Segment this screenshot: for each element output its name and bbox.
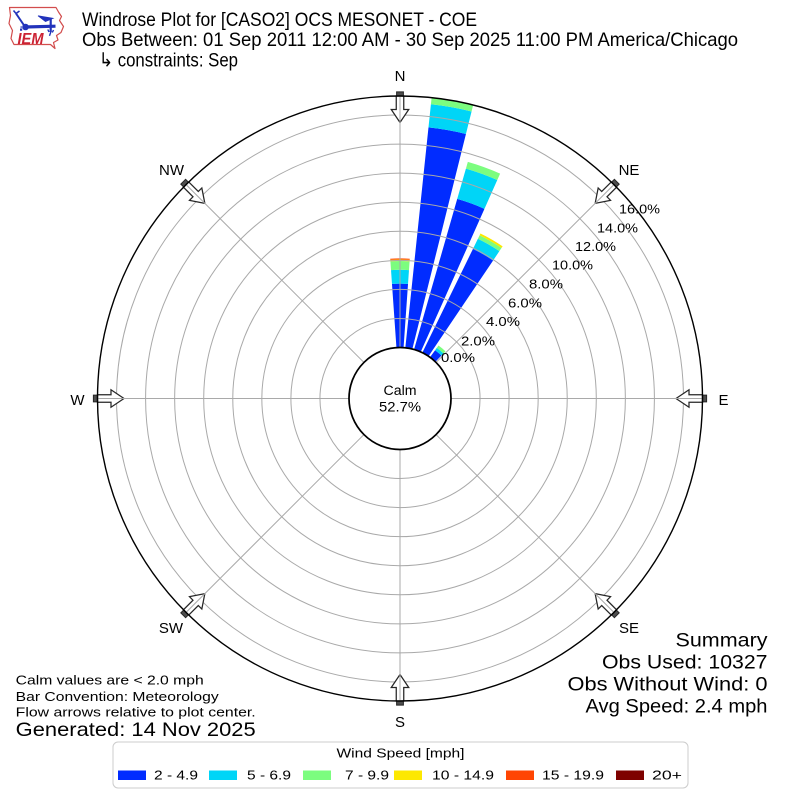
svg-text:Calm: Calm [384,383,417,398]
svg-text:Generated: 14 Nov 2025: Generated: 14 Nov 2025 [16,719,256,741]
svg-text:Calm values are < 2.0 mph: Calm values are < 2.0 mph [16,673,204,688]
svg-text:Summary: Summary [676,630,768,652]
svg-text:SE: SE [619,620,639,637]
svg-text:15 - 19.9: 15 - 19.9 [542,768,604,783]
svg-text:W: W [70,392,85,409]
svg-text:5 - 6.9: 5 - 6.9 [247,768,291,783]
svg-text:10.0%: 10.0% [552,258,593,273]
svg-text:Flow arrows relative to plot c: Flow arrows relative to plot center. [16,705,256,720]
svg-text:N: N [395,68,406,85]
svg-text:2.0%: 2.0% [461,334,495,349]
svg-text:20+: 20+ [652,768,682,783]
svg-text:6.0%: 6.0% [508,295,542,310]
svg-text:NE: NE [619,162,640,179]
svg-text:8.0%: 8.0% [529,277,563,292]
svg-text:NW: NW [159,162,185,179]
svg-text:12.0%: 12.0% [575,239,616,254]
svg-text:2 - 4.9: 2 - 4.9 [154,768,198,783]
svg-text:4.0%: 4.0% [486,314,520,329]
svg-text:0.0%: 0.0% [441,350,475,365]
svg-text:Bar Convention: Meteorology: Bar Convention: Meteorology [16,689,220,704]
svg-text:52.7%: 52.7% [379,400,421,415]
svg-text:↳ constraints: Sep: ↳ constraints: Sep [99,50,238,72]
svg-text:Obs Without Wind: 0: Obs Without Wind: 0 [568,673,768,695]
svg-text:Obs Used: 10327: Obs Used: 10327 [602,652,768,674]
svg-text:14.0%: 14.0% [597,221,638,236]
svg-text:E: E [718,392,728,409]
svg-text:SW: SW [159,620,184,637]
svg-text:10 - 14.9: 10 - 14.9 [432,768,494,783]
svg-text:Windrose Plot for [CASO2] OCS: Windrose Plot for [CASO2] OCS MESONET - … [82,9,477,31]
svg-text:Obs Between: 01 Sep 2011 12:00: Obs Between: 01 Sep 2011 12:00 AM - 30 S… [82,29,738,51]
svg-text:IEM: IEM [18,31,45,48]
svg-text:Avg Speed: 2.4 mph: Avg Speed: 2.4 mph [586,696,768,718]
svg-text:Wind Speed [mph]: Wind Speed [mph] [337,746,465,761]
svg-text:7 - 9.9: 7 - 9.9 [345,768,389,783]
svg-text:16.0%: 16.0% [619,202,660,217]
svg-text:S: S [395,714,405,731]
